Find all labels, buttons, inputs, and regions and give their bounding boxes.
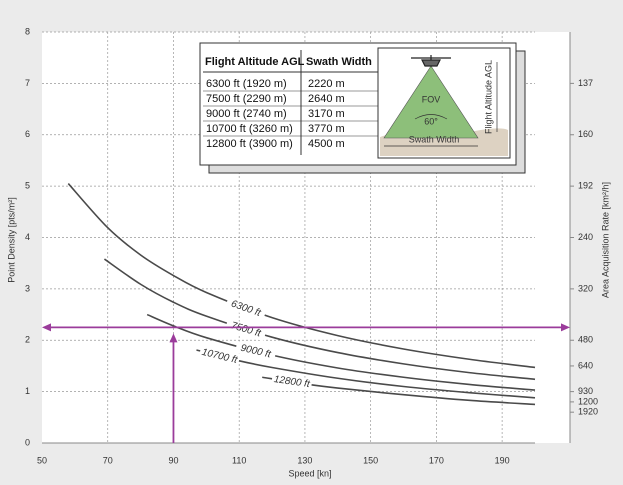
curve <box>196 349 536 399</box>
altitude-label: Flight Altitude AGL <box>483 60 493 134</box>
curve-label-bg <box>198 345 241 367</box>
y-axis-label: Point Density [pts/m²] <box>6 197 16 283</box>
angle-label: 60° <box>424 116 438 126</box>
x-tick-label: 90 <box>168 455 178 465</box>
table-cell: 2220 m <box>308 78 345 90</box>
table-cell: 7500 ft (2290 m) <box>206 93 287 105</box>
table-cell: 10700 ft (3260 m) <box>206 123 293 135</box>
curve-label-bg <box>234 341 277 362</box>
helicopter <box>411 55 451 67</box>
table-cell: 9000 ft (2740 m) <box>206 108 287 120</box>
x-tick-label: 170 <box>429 455 444 465</box>
y2-tick-label: 240 <box>578 232 593 242</box>
fov-cone <box>383 65 479 139</box>
table-cell: 2640 m <box>308 93 345 105</box>
y-tick-label: 3 <box>25 283 30 293</box>
x-tick-label: 70 <box>103 455 113 465</box>
y-tick-label: 8 <box>25 26 30 36</box>
x-tick-label: 190 <box>495 455 510 465</box>
curve-label-bg <box>271 373 313 391</box>
y2-axis-label: Area Acquisition Rate [km²/h] <box>600 182 610 298</box>
y-tick-label: 6 <box>25 129 30 139</box>
y-tick-label: 1 <box>25 386 30 396</box>
y2-tick-label: 1200 <box>578 396 598 406</box>
y-tick-label: 5 <box>25 181 30 191</box>
x-tick-label: 110 <box>232 455 246 465</box>
y2-tick-label: 192 <box>578 181 593 191</box>
curve-label-bg <box>224 296 267 321</box>
x-axis-label: Speed [kn] <box>288 468 331 478</box>
table-header: Swath Width <box>306 56 372 68</box>
y2-tick-label: 640 <box>578 360 593 370</box>
inset: FOV 60° Swath Width Flight Altitude AGL … <box>199 42 526 174</box>
x-tick-label: 150 <box>363 455 378 465</box>
curve <box>103 258 536 381</box>
y2-tick-label: 480 <box>578 335 593 345</box>
table-cell: 6300 ft (1920 m) <box>206 78 287 90</box>
y2-tick-label: 137 <box>578 78 593 88</box>
table-cell: 12800 ft (3900 m) <box>206 138 293 150</box>
arrow-head <box>42 323 51 332</box>
curve-label-bg <box>224 318 267 342</box>
fov-label: FOV <box>422 94 441 104</box>
y-tick-label: 7 <box>25 78 30 88</box>
arrow-head <box>169 333 178 343</box>
y2-tick-label: 320 <box>578 283 593 293</box>
x-tick-label: 130 <box>297 455 312 465</box>
y-tick-label: 0 <box>25 437 30 447</box>
table-cell: 3170 m <box>308 108 345 120</box>
y-tick-label: 2 <box>25 335 30 345</box>
y-tick-label: 4 <box>25 232 30 242</box>
table-cell: 3770 m <box>308 123 345 135</box>
arrow-head <box>561 323 570 332</box>
y2-tick-label: 1920 <box>578 407 598 417</box>
angle-arc <box>414 114 448 120</box>
x-tick-label: 50 <box>37 455 47 465</box>
table-header: Flight Altitude AGL <box>205 56 305 68</box>
y2-tick-label: 930 <box>578 386 593 396</box>
curve-label: 12800 ft <box>273 374 312 390</box>
table-cell: 4500 m <box>308 138 345 150</box>
y2-tick-label: 160 <box>578 129 593 139</box>
swath-label: Swath Width <box>409 134 460 144</box>
